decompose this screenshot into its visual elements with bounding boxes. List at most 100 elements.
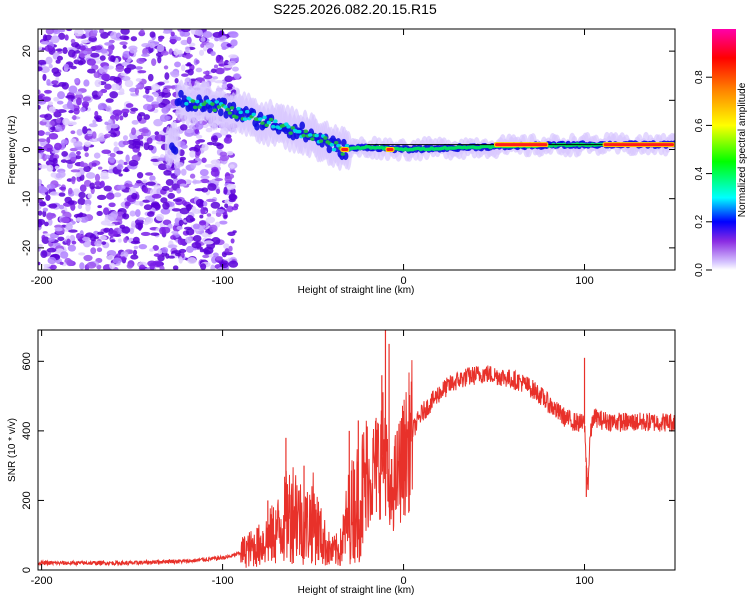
spectrogram-noise-blob bbox=[62, 117, 70, 126]
spectrogram-noise-blob bbox=[93, 71, 101, 79]
spectrogram-noise-blob bbox=[47, 218, 53, 226]
colorbar-tick-label: 0.2 bbox=[694, 214, 705, 228]
spectrogram-noise-blob bbox=[135, 209, 141, 217]
spectrogram-noise-blob bbox=[103, 185, 112, 192]
spectrogram-noise-blob bbox=[45, 160, 55, 166]
spectrogram-noise-blob bbox=[73, 29, 84, 37]
spectrogram-noise-blob bbox=[169, 38, 177, 44]
spectrogram-noise-blob bbox=[103, 227, 111, 233]
spectrogram-x-tick-label: 0 bbox=[400, 275, 406, 287]
spectrogram-noise-blob bbox=[149, 175, 156, 182]
snr-x-tick-label: 100 bbox=[575, 575, 593, 587]
spectrogram-noise-blob bbox=[147, 73, 154, 82]
spectrogram-noise-blob bbox=[202, 71, 209, 75]
spectrogram-noise-blob bbox=[75, 217, 82, 222]
spectrogram-noise-blob bbox=[68, 85, 78, 94]
spectrogram-noise-blob bbox=[108, 202, 116, 208]
spectrogram-noise-blob bbox=[94, 60, 104, 64]
spectrogram-noise-blob bbox=[130, 240, 141, 245]
spectrogram-y-tick-label: -10 bbox=[21, 191, 33, 207]
spectrogram-noise-blob bbox=[119, 88, 125, 95]
spectrogram-noise-blob bbox=[214, 178, 223, 182]
spectrogram-noise-blob bbox=[96, 264, 102, 270]
spectrogram-noise-blob bbox=[171, 85, 176, 90]
snr-series-line bbox=[38, 360, 675, 568]
spectrogram-noise-blob bbox=[155, 141, 165, 145]
spectrogram-noise-blob bbox=[112, 257, 122, 264]
spectrogram-noise-blob bbox=[156, 44, 165, 53]
spectrogram-noise-blob bbox=[99, 29, 105, 34]
spectrogram-ridge-core bbox=[314, 133, 319, 138]
spectrogram-noise-blob bbox=[52, 29, 61, 35]
spectrogram-ridge-core bbox=[262, 115, 267, 120]
spectrogram-noise-blob bbox=[200, 37, 206, 42]
spectrogram-noise-blob bbox=[74, 91, 83, 95]
spectrogram-noise-blob bbox=[157, 157, 166, 162]
spectrogram-y-axis-label: Frequency (Hz) bbox=[7, 116, 18, 185]
spectrogram-noise-blob bbox=[210, 168, 220, 177]
spectrogram-noise-blob bbox=[60, 139, 69, 145]
spectrogram-noise-blob bbox=[195, 67, 203, 73]
figure-title: S225.2026.082.20.15.R15 bbox=[273, 1, 437, 17]
spectrogram-noise-blob bbox=[199, 49, 205, 56]
spectrogram-noise-blob bbox=[96, 194, 107, 201]
spectrogram-noise-blob bbox=[229, 164, 235, 169]
spectrogram-noise-blob bbox=[48, 63, 53, 69]
spectrogram-noise-blob bbox=[181, 31, 191, 37]
spectrogram-ridge-core bbox=[297, 129, 302, 134]
spectrogram-noise-blob bbox=[145, 95, 154, 103]
spectrogram-noise-blob bbox=[78, 252, 86, 256]
spectrogram-ridge bbox=[299, 121, 306, 130]
spectrogram-noise-blob bbox=[55, 124, 62, 132]
spectrogram-noise-blob bbox=[169, 71, 179, 76]
spectrogram-noise-blob bbox=[79, 184, 87, 193]
spectrogram-noise-blob bbox=[149, 248, 155, 252]
spectrogram-noise-blob bbox=[60, 251, 69, 259]
spectrogram-noise-blob bbox=[38, 46, 43, 51]
spectrogram-noise-blob bbox=[159, 265, 165, 270]
spectrogram-noise-blob bbox=[55, 117, 62, 124]
spectrogram-noise-blob bbox=[223, 59, 230, 67]
spectrogram-noise-blob bbox=[176, 225, 183, 231]
spectrogram-noise-blob bbox=[223, 64, 233, 68]
spectrogram-noise-blob bbox=[165, 179, 174, 186]
spectrogram-noise-blob bbox=[60, 217, 70, 223]
spectrogram-noise-blob bbox=[44, 113, 53, 121]
spectrogram-noise-blob bbox=[228, 54, 238, 59]
snr-y-tick-label: 400 bbox=[21, 422, 33, 440]
spectrogram-noise-blob bbox=[44, 221, 49, 227]
spectrogram-noise-blob bbox=[178, 219, 184, 226]
spectrogram-noise-blob bbox=[212, 252, 219, 258]
spectrogram-noise-blob bbox=[94, 79, 102, 88]
spectrogram-noise-blob bbox=[42, 207, 49, 212]
spectrogram-noise-blob bbox=[92, 29, 98, 34]
spectrogram-ridge-core bbox=[331, 147, 337, 152]
spectrogram-ridge-core bbox=[212, 108, 217, 113]
spectrogram-noise-blob bbox=[39, 201, 47, 207]
spectrogram-noise-blob bbox=[38, 104, 41, 110]
spectrogram-noise-blob bbox=[65, 222, 73, 231]
spectrogram-noise-blob bbox=[101, 73, 110, 81]
spectrogram-noise-blob bbox=[76, 128, 83, 136]
spectrogram-noise-blob bbox=[137, 223, 142, 231]
spectrogram-noise-blob bbox=[122, 44, 127, 49]
spectrogram-noise-blob bbox=[179, 238, 185, 245]
spectrogram-noise-blob bbox=[232, 66, 239, 72]
spectrogram-peak bbox=[603, 143, 674, 147]
spectrogram-noise-blob bbox=[143, 114, 151, 120]
spectrogram-noise-blob bbox=[206, 198, 217, 203]
spectrogram-noise-blob bbox=[215, 67, 225, 75]
spectrogram-noise-blob bbox=[162, 79, 170, 84]
spectrogram-noise-blob bbox=[118, 173, 123, 177]
spectrogram-noise-blob bbox=[122, 140, 130, 146]
spectrogram-noise-blob bbox=[51, 67, 60, 74]
spectrogram-noise-blob bbox=[186, 245, 194, 253]
spectrogram-noise-blob bbox=[194, 29, 203, 36]
spectrogram-noise-blob bbox=[195, 198, 205, 207]
spectrogram-noise-blob bbox=[230, 39, 238, 47]
spectrogram-noise-blob bbox=[145, 216, 154, 224]
spectrogram-noise-blob bbox=[233, 73, 240, 80]
spectrogram-noise-blob bbox=[76, 150, 81, 156]
spectrogram-noise-blob bbox=[179, 183, 187, 187]
